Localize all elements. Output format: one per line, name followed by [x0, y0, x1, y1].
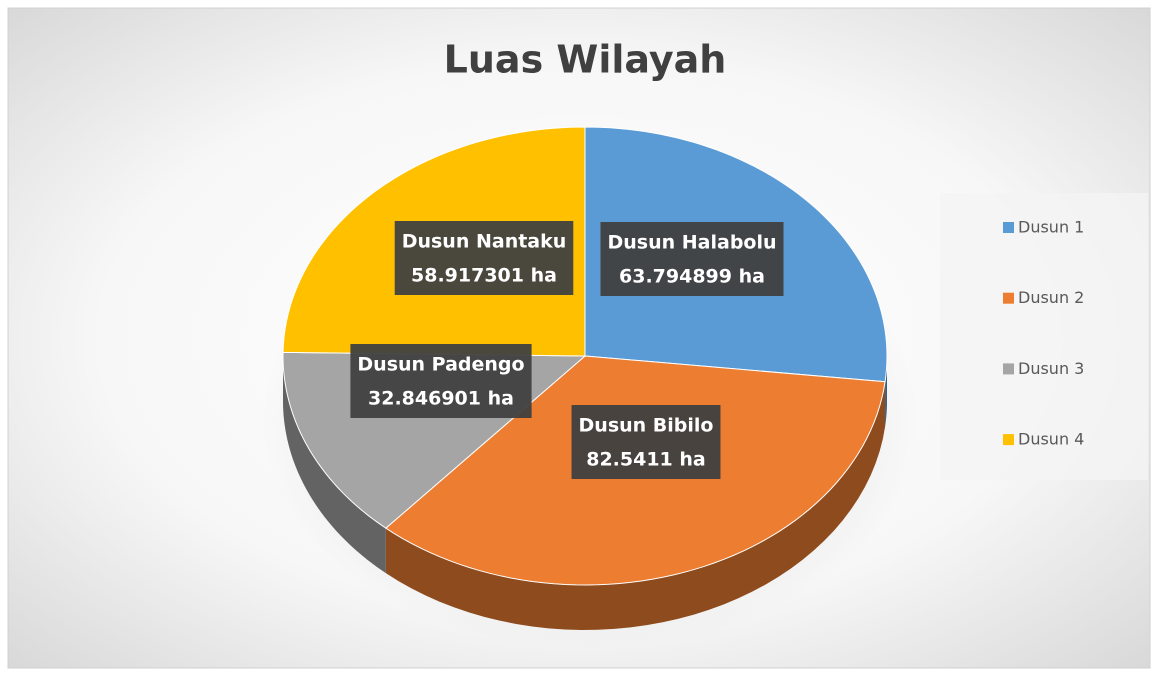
slice-side	[283, 356, 386, 574]
legend-label: Dusun 1	[1018, 218, 1084, 237]
data-label-name: Dusun Padengo	[357, 354, 524, 376]
data-label-name: Dusun Nantaku	[402, 231, 567, 253]
data-label-value: 63.794899 ha	[619, 266, 765, 288]
legend-label: Dusun 3	[1018, 359, 1084, 378]
slice-side	[385, 381, 886, 630]
data-label-box	[350, 344, 532, 418]
chart-title: Luas Wilayah	[444, 38, 727, 82]
legend-label: Dusun 2	[1018, 288, 1084, 307]
data-label-box	[394, 221, 574, 295]
data-label-name: Dusun Bibilo	[579, 415, 714, 437]
data-label-box	[600, 222, 784, 296]
legend-box	[940, 193, 1148, 480]
legend-swatch	[1003, 434, 1014, 446]
data-label-value: 82.5411 ha	[586, 449, 706, 471]
data-label-box	[571, 405, 721, 479]
data-label-value: 58.917301 ha	[411, 265, 557, 287]
data-label-name: Dusun Halabolu	[607, 232, 776, 254]
data-label-value: 32.846901 ha	[368, 388, 514, 410]
legend-swatch	[1003, 292, 1014, 304]
legend-swatch	[1003, 363, 1014, 375]
legend-label: Dusun 4	[1018, 430, 1084, 449]
legend-swatch	[1003, 222, 1014, 233]
